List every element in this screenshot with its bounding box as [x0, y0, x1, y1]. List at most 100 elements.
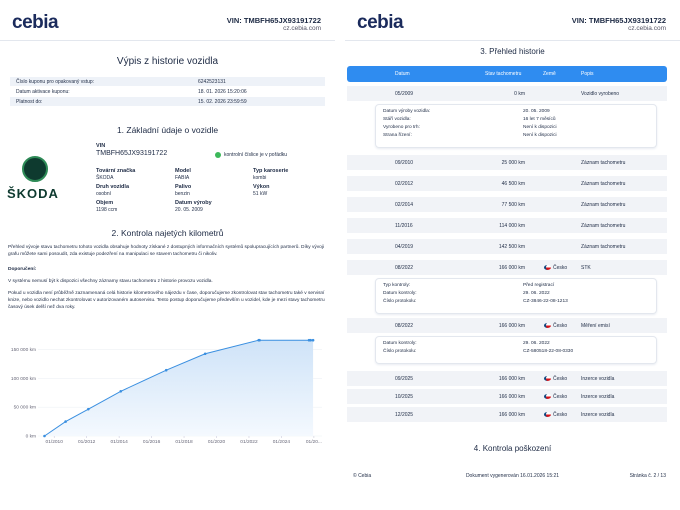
row-date: 09/2010 — [395, 160, 414, 166]
footer-center: Dokument vygenerován 16.01.2026 15:21 — [465, 473, 560, 479]
y-tick-label: 150 000 km — [11, 347, 36, 353]
history-row — [347, 239, 667, 254]
row-desc: Měření emisí — [581, 323, 610, 329]
vin-label: VIN — [96, 143, 106, 149]
detail-value: Před registrací — [523, 283, 555, 288]
row-km: 166 000 km — [498, 394, 525, 400]
section-title: 4. Kontrola poškození — [473, 444, 552, 453]
row-date: 08/2022 — [395, 265, 414, 271]
detail-label: Typ kontroly: — [383, 283, 411, 288]
x-tick-label: 01/20... — [306, 439, 322, 445]
info-value: 15. 02. 2026 23:59:59 — [198, 99, 247, 105]
field-label: Typ karoserie — [253, 168, 289, 174]
detail-value: 20. 05. 2009 — [523, 109, 550, 114]
field-value: 1198 ccm — [96, 207, 118, 213]
vin-value: TMBFH65JX93191722 — [96, 150, 168, 157]
x-tick-label: 01/2022 — [240, 439, 258, 445]
row-desc: Inzerce vozidla — [581, 412, 615, 418]
y-tick-label: 100 000 km — [11, 376, 36, 382]
info-row — [10, 77, 325, 86]
mileage-point — [43, 434, 46, 438]
row-km: 142 500 km — [498, 244, 525, 250]
row-country: Česko — [553, 412, 568, 418]
y-tick-label: 0 km — [26, 434, 36, 440]
detail-value: CZ-3846-22-08-1213 — [523, 299, 568, 304]
left-page: cebia VIN: TMBFH65JX93191722 cz.cebia.com V… — [0, 0, 335, 490]
info-value: 6242523131 — [198, 79, 226, 85]
row-date: 02/2012 — [395, 181, 414, 187]
field-label: Druh vozidla — [96, 184, 130, 190]
mileage-point — [311, 338, 315, 342]
column-header: Země — [543, 71, 556, 77]
column-header: Datum — [395, 71, 410, 77]
site: cz.cebia.com — [628, 25, 666, 32]
detail-label: Číslo protokolu: — [383, 299, 417, 304]
y-tick-label: 50 000 km — [14, 405, 36, 411]
field-label: Tovární značka — [96, 168, 136, 174]
right-page: cebia VIN: TMBFH65JX93191722 cz.cebia.com 3… — [345, 0, 680, 490]
row-km: 77 500 km — [501, 202, 525, 208]
section-title: 1. Základní údaje o vozidle — [116, 125, 219, 135]
paragraph: Pokud u vozidla není průběžně zaznamenan… — [8, 291, 325, 310]
detail-value: 16 let 7 měsíců — [523, 117, 556, 122]
row-date: 11/2016 — [395, 223, 413, 229]
row-km: 0 km — [514, 91, 525, 97]
paragraph: Doporučení: — [8, 267, 37, 272]
field-value: 51 kW — [253, 191, 268, 197]
row-desc: Záznam tachometru — [581, 202, 626, 208]
row-country: Česko — [553, 265, 568, 271]
info-value: 18. 01. 2026 15:20:06 — [198, 89, 247, 95]
detail-value: Není k dispozici — [523, 125, 557, 130]
history-row — [347, 260, 667, 275]
mileage-point — [87, 407, 90, 411]
vin: VIN: TMBFH65JX93191722 — [226, 16, 321, 25]
paragraph: Přehled vývoje stavu tachometru tohoto v… — [8, 245, 324, 257]
column-header: Popis — [581, 71, 594, 77]
info-row — [10, 87, 325, 96]
detail-value: 29. 06. 2022 — [523, 341, 550, 346]
field-value: kombi — [253, 175, 267, 181]
history-row — [347, 371, 667, 386]
row-desc: Inzerce vozidla — [581, 394, 615, 400]
title: Výpis z historie vozidla — [116, 56, 219, 67]
field-value: ŠKODA — [96, 175, 114, 181]
info-label: Datum aktivace kuponu: — [16, 89, 70, 95]
mileage-point — [203, 352, 207, 356]
info-label: Číslo kuponu pro opakovaný vstup: — [16, 79, 95, 85]
mileage-chart: 0 km 50 000 km 100 000 km 150 000 km 01/2010… — [11, 338, 322, 445]
brand-emblem — [22, 156, 48, 182]
row-date: 04/2019 — [395, 244, 414, 250]
x-tick-label: 01/2012 — [78, 439, 96, 445]
history-row — [347, 176, 667, 191]
row-date: 08/2022 — [395, 323, 414, 329]
row-date: 10/2025 — [395, 394, 414, 400]
detail-label: Datum kontroly: — [383, 291, 417, 296]
row-date: 12/2025 — [395, 412, 414, 418]
detail-box — [375, 104, 657, 148]
row-km: 166 000 km — [498, 265, 525, 271]
x-tick-label: 01/2024 — [273, 439, 291, 445]
detail-label: Stáří vozidla: — [383, 117, 411, 122]
detail-value: Není k dispozici — [523, 133, 557, 138]
detail-value: CZ-580518-22-08-0330 — [523, 349, 574, 354]
field-label: Datum výroby — [175, 200, 212, 206]
flag — [544, 376, 551, 381]
history-row — [347, 407, 667, 422]
field-value: benzin — [175, 191, 190, 197]
row-desc: Vozidlo vyrobeno — [581, 91, 620, 97]
row-km: 46 500 km — [501, 181, 525, 187]
mileage-area — [44, 340, 314, 436]
history-row — [347, 86, 667, 101]
history-row — [347, 389, 667, 404]
brand-logo: ŠKODA — [7, 186, 59, 201]
row-desc: Záznam tachometru — [581, 181, 626, 187]
row-date: 05/2009 — [395, 91, 414, 97]
field-label: Objem — [96, 200, 114, 206]
footer-left: © Cebia — [353, 473, 372, 479]
detail-box — [375, 336, 657, 364]
logo: cebia — [357, 12, 404, 33]
mileage-point — [119, 389, 123, 393]
detail-label: Strana řízení: — [383, 133, 412, 138]
row-km: 166 000 km — [498, 323, 525, 329]
